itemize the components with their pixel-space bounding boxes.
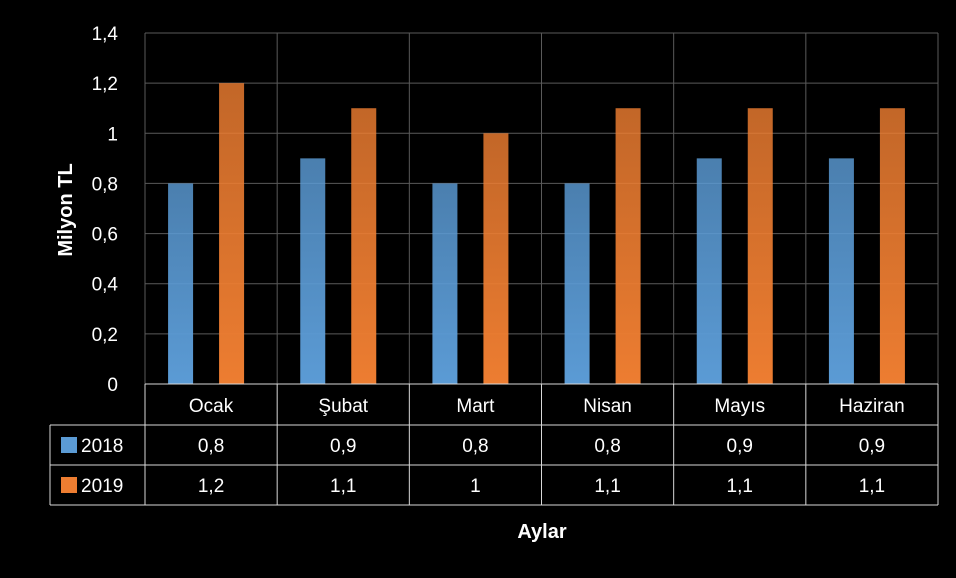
legend-swatch-2019 — [61, 477, 77, 493]
x-category-label: Mayıs — [714, 396, 765, 417]
bar-2018-Ocak — [168, 183, 194, 384]
table-value-2019: 1,1 — [594, 476, 620, 497]
bar-2018-Mart — [432, 183, 458, 384]
y-tick-label: 1 — [107, 124, 118, 145]
bar-2019-Ocak — [219, 83, 245, 385]
y-axis-ticks: 0 0,2 0,4 0,6 0,8 1 1,2 1,4 — [92, 24, 119, 396]
bar-2019-Şubat — [351, 108, 377, 384]
x-category-label: Mart — [456, 396, 495, 417]
table-value-2018: 0,8 — [594, 436, 620, 457]
table-value-2019: 1 — [470, 476, 481, 497]
legend-swatch-2018 — [61, 437, 77, 453]
table-value-2019: 1,1 — [330, 476, 356, 497]
y-tick-label: 0,8 — [92, 174, 118, 195]
legend-label-2018: 2018 — [81, 436, 123, 457]
bar-2018-Mayıs — [696, 158, 722, 384]
table-value-2019: 1,2 — [198, 476, 224, 497]
y-tick-label: 0,2 — [92, 325, 118, 346]
table-value-2019: 1,1 — [859, 476, 885, 497]
table-value-2018: 0,9 — [727, 436, 753, 457]
table-value-2018: 0,9 — [330, 436, 356, 457]
y-tick-label: 0,6 — [92, 225, 118, 246]
y-tick-label: 0,4 — [92, 275, 119, 296]
table-value-2018: 0,8 — [198, 436, 224, 457]
x-axis-title: Aylar — [517, 521, 567, 543]
bar-2019-Haziran — [879, 108, 905, 384]
y-tick-label: 1,4 — [92, 24, 119, 45]
bar-2018-Nisan — [564, 183, 590, 384]
x-category-label: Haziran — [839, 396, 904, 417]
bar-2019-Nisan — [615, 108, 641, 384]
table-value-2018: 0,8 — [462, 436, 488, 457]
x-category-label: Şubat — [318, 396, 368, 417]
y-tick-label: 0 — [107, 375, 118, 396]
bar-2019-Mart — [483, 133, 509, 384]
table-value-2019: 1,1 — [727, 476, 753, 497]
bars — [168, 83, 905, 385]
table-value-2018: 0,9 — [859, 436, 885, 457]
bar-2019-Mayıs — [747, 108, 773, 384]
bar-2018-Şubat — [300, 158, 326, 384]
y-axis-title: Milyon TL — [55, 163, 77, 256]
legend-label-2019: 2019 — [81, 476, 123, 497]
x-category-label: Ocak — [189, 396, 234, 417]
y-tick-label: 1,2 — [92, 74, 118, 95]
gridlines — [144, 32, 939, 385]
x-category-label: Nisan — [583, 396, 632, 417]
data-table: Ocak Şubat Mart Nisan Mayıs Haziran 2018 0,8 0,9… — [49, 383, 939, 506]
bar-2018-Haziran — [828, 158, 854, 384]
